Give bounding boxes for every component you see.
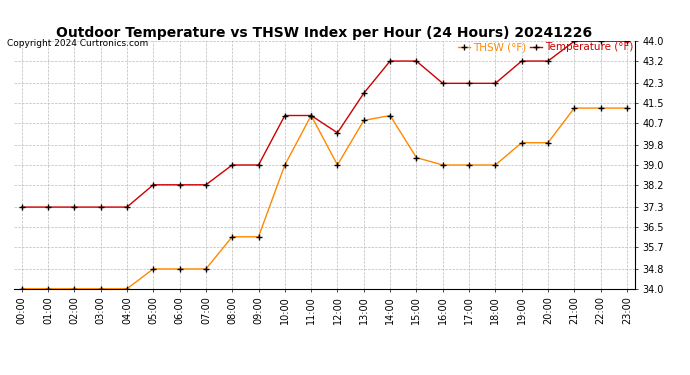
Title: Outdoor Temperature vs THSW Index per Hour (24 Hours) 20241226: Outdoor Temperature vs THSW Index per Ho… bbox=[57, 26, 592, 40]
Legend: THSW (°F), Temperature (°F): THSW (°F), Temperature (°F) bbox=[457, 42, 633, 52]
Text: Copyright 2024 Curtronics.com: Copyright 2024 Curtronics.com bbox=[7, 39, 148, 48]
